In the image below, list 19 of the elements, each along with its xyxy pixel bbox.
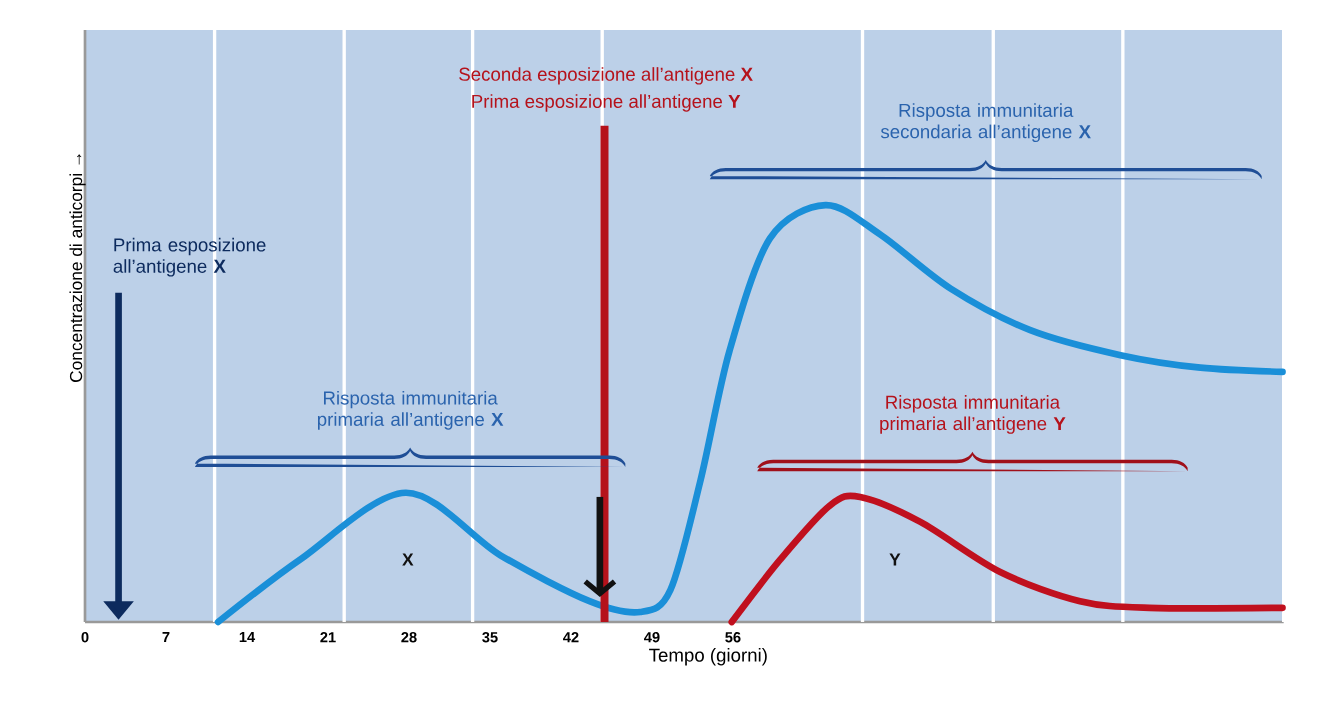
x-tick-label: 21 (320, 632, 336, 643)
x-tick-label: 28 (401, 632, 417, 643)
text: Risposta immunitaria secondaria all’antigene X (880, 103, 1091, 142)
x-tick-label: 0 (81, 632, 89, 643)
x-tick-label: 49 (644, 632, 660, 643)
x-tick-label: 42 (563, 632, 579, 643)
annotation: Risposta immunitaria primaria all’antigene Y (880, 395, 1066, 434)
text: Prima esposizione all’antigene Y (472, 94, 741, 112)
ref-line-label: Seconda esposizione all’antigene X (459, 67, 753, 85)
x-axis-title: Tempo (giorni) (649, 648, 767, 666)
annotation: Risposta immunitaria primaria all’antigene X (317, 390, 504, 430)
x-tick-label: 56 (725, 632, 741, 643)
x-tick-label: 35 (482, 632, 498, 643)
y-axis-title: Concentrazione di anticorpi → (69, 154, 86, 382)
annotation: X (402, 553, 414, 566)
x-tick-label: 7 (162, 632, 170, 643)
annotation: Prima esposizione all’antigene X (113, 237, 266, 277)
annotation: Y (889, 553, 901, 566)
x-tick-label: 14 (239, 632, 256, 643)
